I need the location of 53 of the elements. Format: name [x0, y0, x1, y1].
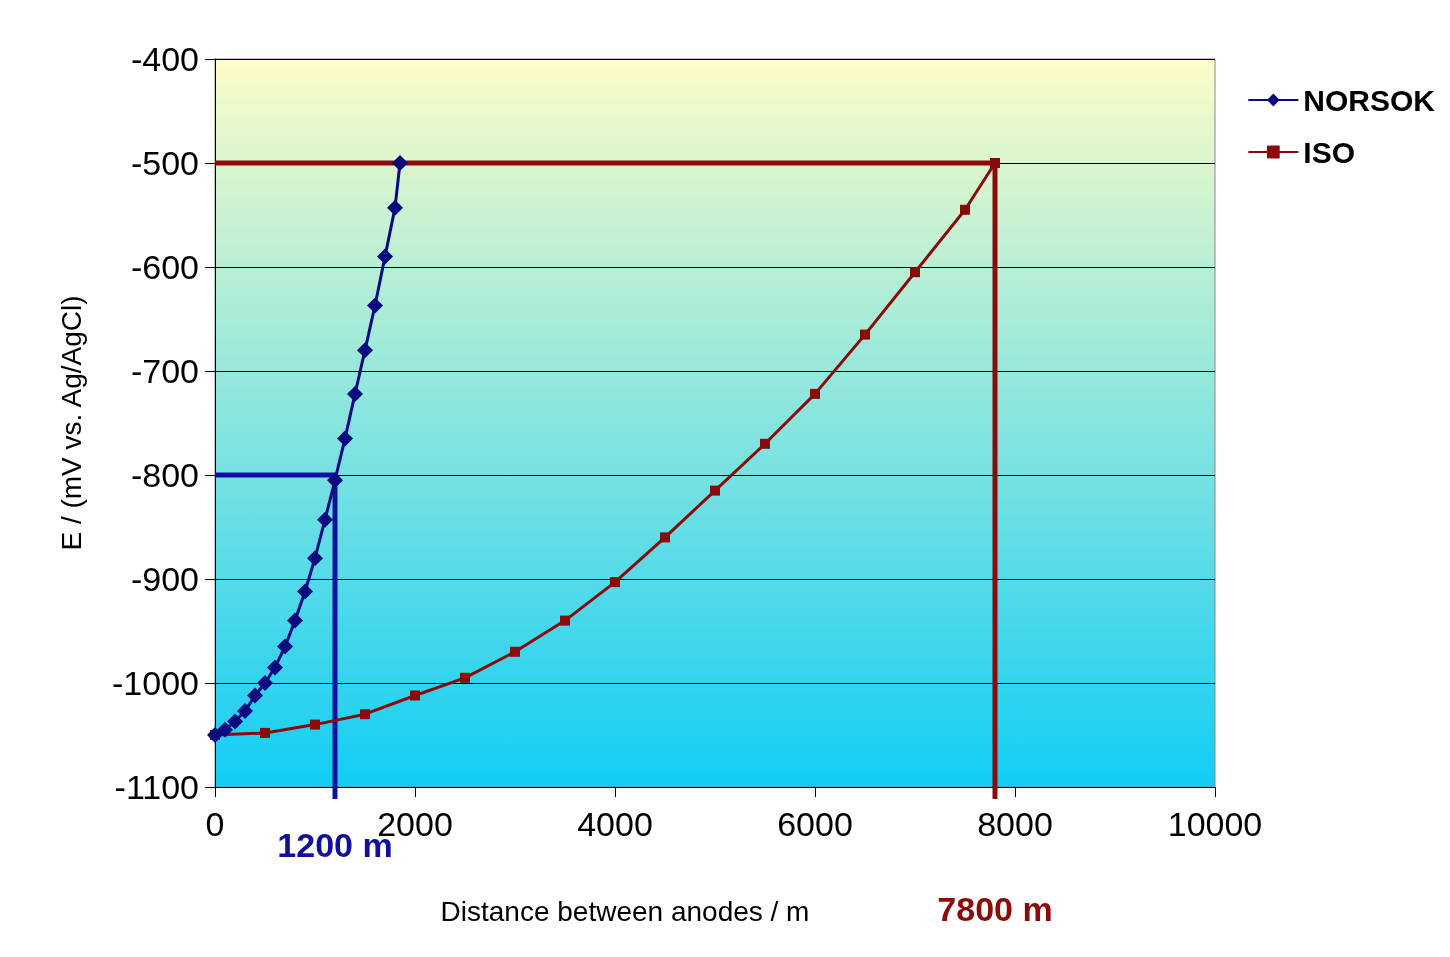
ref-line-label: 7800 m: [937, 890, 1053, 928]
point: [310, 719, 320, 730]
point: [410, 690, 420, 701]
x-tick-label: 10000: [1167, 805, 1263, 843]
point: [377, 248, 393, 265]
point: [237, 703, 253, 720]
x-tick-label: 6000: [777, 805, 853, 843]
point: [367, 297, 383, 314]
point: [960, 204, 970, 215]
point: [267, 659, 283, 676]
y-tick-label: -600: [130, 248, 199, 286]
point: [297, 583, 313, 600]
point: [660, 532, 670, 543]
x-axis-title: Distance between anodes / m: [440, 895, 810, 927]
point: [307, 550, 323, 567]
point: [560, 615, 570, 626]
point: [257, 675, 273, 691]
y-tick-label: -700: [130, 352, 199, 390]
point: [277, 638, 293, 655]
y-tick-label: -1000: [112, 664, 199, 702]
point: [460, 672, 470, 683]
point: [360, 709, 370, 720]
point: [510, 646, 520, 657]
point: [610, 577, 620, 588]
point: [227, 713, 243, 730]
point: [327, 472, 343, 489]
point: [392, 155, 408, 171]
point: [347, 385, 363, 402]
y-tick-label: -400: [130, 40, 199, 78]
point: [860, 329, 870, 340]
point: [217, 721, 233, 738]
point: [287, 612, 303, 629]
legend-label: NORSOK: [1303, 83, 1436, 117]
y-tick-label: -800: [130, 456, 199, 494]
point: [710, 485, 720, 496]
point: [810, 388, 820, 399]
x-tick-label: 4000: [577, 805, 653, 843]
legend-label: ISO: [1303, 135, 1356, 169]
x-tick-label: 0: [205, 805, 225, 843]
point: [387, 199, 403, 216]
y-tick-label: -900: [130, 560, 199, 598]
point: [247, 687, 263, 704]
x-tick-label: 8000: [977, 805, 1053, 843]
y-tick-label: -1100: [114, 768, 199, 806]
y-axis-title: E / (mV vs. Ag/AgCl): [55, 295, 87, 551]
point: [357, 342, 373, 359]
point: [337, 430, 353, 447]
point: [260, 727, 270, 738]
point: [910, 267, 920, 278]
point: [990, 158, 1000, 168]
point: [317, 511, 333, 528]
y-tick-label: -500: [130, 144, 199, 182]
point: [760, 438, 770, 449]
